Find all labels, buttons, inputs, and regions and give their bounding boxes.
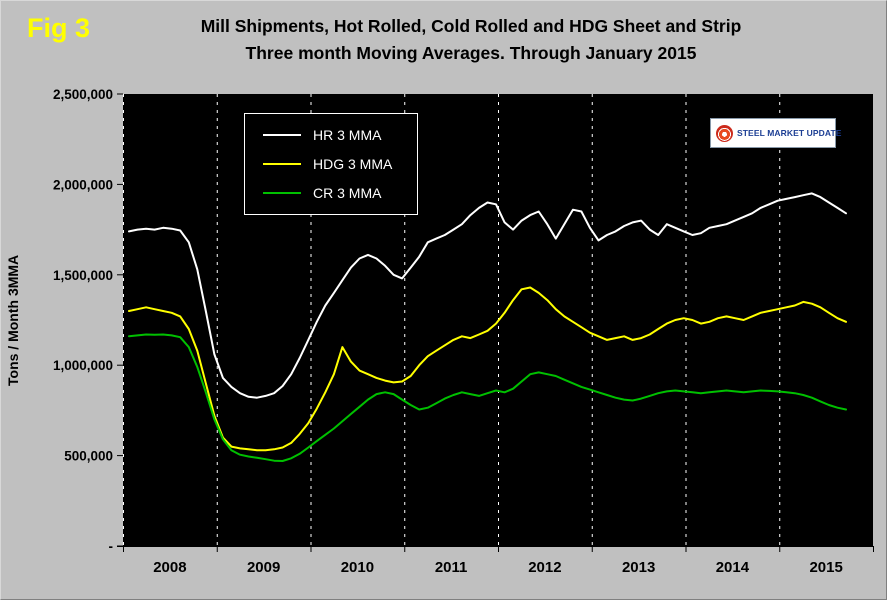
hdg-series-line-swatch [263, 163, 301, 165]
chart-title-line1: Mill Shipments, Hot Rolled, Cold Rolled … [200, 16, 742, 36]
legend-label-hdg: HDG 3 MMA [313, 156, 393, 172]
legend-item-hr: HR 3 MMA [263, 127, 417, 143]
svg-text:500,000: 500,000 [64, 449, 113, 464]
svg-text:2008: 2008 [153, 559, 186, 576]
svg-text:1,500,000: 1,500,000 [53, 268, 113, 283]
svg-text:2010: 2010 [341, 559, 374, 576]
legend-item-hdg: HDG 3 MMA [263, 156, 417, 172]
svg-text:2,000,000: 2,000,000 [53, 177, 113, 192]
svg-text:2015: 2015 [809, 559, 842, 576]
chart-title: Mill Shipments, Hot Rolled, Cold Rolled … [81, 13, 861, 67]
figure-number-label: Fig 3 [27, 13, 91, 43]
svg-text:2011: 2011 [435, 559, 468, 576]
legend-label-cr: CR 3 MMA [313, 185, 382, 201]
svg-text:2014: 2014 [716, 559, 750, 576]
svg-text:-: - [109, 539, 114, 554]
svg-text:2009: 2009 [247, 559, 280, 576]
svg-text:2013: 2013 [622, 559, 655, 576]
legend-item-cr: CR 3 MMA [263, 185, 417, 201]
smu-logo: STEEL MARKET UPDATE [710, 118, 841, 148]
smu-logo-text: STEEL MARKET UPDATE [737, 128, 842, 138]
legend: HR 3 MMA HDG 3 MMA CR 3 MMA [244, 113, 418, 215]
svg-text:2012: 2012 [528, 559, 561, 576]
svg-text:1,000,000: 1,000,000 [53, 358, 113, 373]
legend-label-hr: HR 3 MMA [313, 127, 382, 143]
hr-series-line-swatch [263, 134, 301, 136]
chart-title-line2: Three month Moving Averages. Through Jan… [245, 43, 697, 63]
cr-series-line-swatch [263, 192, 301, 194]
svg-text:2,500,000: 2,500,000 [53, 87, 113, 102]
steel-coil-icon [716, 124, 733, 142]
